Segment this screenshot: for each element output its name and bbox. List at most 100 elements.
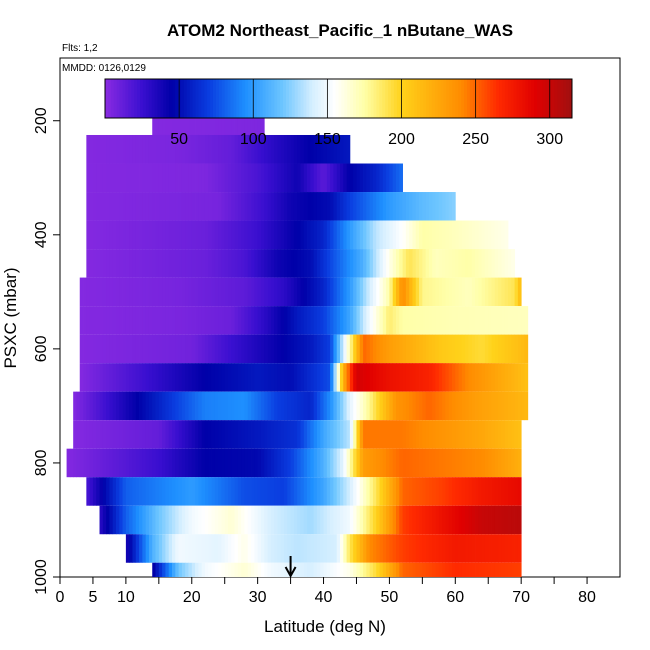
heatmap-cell xyxy=(214,163,219,193)
colorbar-swatch xyxy=(166,79,170,118)
heatmap-cell xyxy=(102,448,107,478)
heatmap-cell xyxy=(415,306,420,335)
heatmap-cell xyxy=(129,420,133,449)
heatmap-cell xyxy=(181,163,186,193)
colorbar-tick-label: 200 xyxy=(388,131,415,148)
heatmap-cell xyxy=(86,134,91,164)
heatmap-cell xyxy=(333,220,338,250)
heatmap-cell xyxy=(508,334,512,364)
colorbar-swatch xyxy=(151,79,156,118)
heatmap-cell xyxy=(191,391,196,421)
heatmap-cell xyxy=(116,477,120,506)
heatmap-cell xyxy=(257,477,262,506)
heatmap-cell xyxy=(517,363,522,392)
heatmap-cell xyxy=(234,192,239,221)
heatmap-cell xyxy=(280,134,285,164)
heatmap-cell xyxy=(425,562,430,577)
heatmap-cell xyxy=(270,334,275,364)
heatmap-cell xyxy=(405,334,410,364)
heatmap-cell xyxy=(188,363,193,392)
heatmap-cell xyxy=(438,306,443,335)
heatmap-cell xyxy=(333,306,338,335)
heatmap-cell xyxy=(501,505,506,535)
heatmap-cell xyxy=(330,163,334,193)
heatmap-cell xyxy=(409,220,413,250)
heatmap-cell xyxy=(244,363,249,392)
heatmap-cell xyxy=(409,277,413,307)
heatmap-cell xyxy=(461,334,466,364)
heatmap-cell xyxy=(211,363,216,392)
heatmap-cell xyxy=(139,163,143,193)
heatmap-cell xyxy=(356,534,361,563)
colorbar-swatch xyxy=(408,79,412,118)
heatmap-cell xyxy=(349,163,354,193)
colorbar-swatch xyxy=(250,79,255,118)
heatmap-cells xyxy=(66,106,529,577)
heatmap-cell xyxy=(504,363,509,392)
heatmap-cell xyxy=(135,220,140,250)
heatmap-cell xyxy=(452,192,456,221)
heatmap-cell xyxy=(290,334,295,364)
heatmap-cell xyxy=(471,391,476,421)
colorbar-swatch xyxy=(183,79,188,118)
heatmap-cell xyxy=(172,420,176,449)
heatmap-cell xyxy=(237,220,242,250)
heatmap-cell xyxy=(270,249,275,278)
heatmap-cell xyxy=(79,448,84,478)
heatmap-cell xyxy=(297,163,301,193)
heatmap-cell xyxy=(320,306,324,335)
heatmap-cell xyxy=(494,562,499,577)
heatmap-cell xyxy=(122,134,127,164)
heatmap-cell xyxy=(452,249,456,278)
colorbar-swatch xyxy=(563,79,567,118)
heatmap-cell xyxy=(297,192,301,221)
heatmap-cell xyxy=(102,363,107,392)
heatmap-cell xyxy=(129,448,133,478)
colorbar-swatch xyxy=(239,79,243,118)
heatmap-cell xyxy=(231,363,235,392)
heatmap-cell xyxy=(471,477,476,506)
heatmap-cell xyxy=(346,562,351,577)
heatmap-cell xyxy=(376,220,380,250)
heatmap-cell xyxy=(188,505,193,535)
heatmap-cell xyxy=(224,363,229,392)
heatmap-cell xyxy=(152,363,156,392)
heatmap-cell xyxy=(478,277,483,307)
heatmap-cell xyxy=(181,420,186,449)
heatmap-cell xyxy=(402,363,407,392)
colorbar-swatch xyxy=(145,79,150,118)
heatmap-cell xyxy=(300,277,305,307)
heatmap-cell xyxy=(415,505,420,535)
colorbar-swatch xyxy=(309,79,313,118)
heatmap-cell xyxy=(260,249,265,278)
heatmap-cell xyxy=(188,192,193,221)
heatmap-cell xyxy=(224,420,229,449)
heatmap-cell xyxy=(508,534,512,563)
heatmap-cell xyxy=(382,163,387,193)
heatmap-cell xyxy=(195,106,199,135)
colorbar-swatch xyxy=(361,79,366,118)
heatmap-cell xyxy=(234,448,239,478)
heatmap-cell xyxy=(287,562,291,577)
heatmap-cell xyxy=(237,106,242,135)
heatmap-cell xyxy=(198,306,203,335)
heatmap-cell xyxy=(369,334,374,364)
heatmap-cell xyxy=(185,562,189,577)
heatmap-cell xyxy=(237,448,242,478)
heatmap-cell xyxy=(333,448,338,478)
heatmap-cell xyxy=(241,106,245,135)
heatmap-cell xyxy=(389,163,394,193)
heatmap-cell xyxy=(274,249,278,278)
heatmap-cell xyxy=(517,448,522,478)
heatmap-cell xyxy=(452,477,456,506)
colorbar-swatch xyxy=(452,79,456,118)
heatmap-cell xyxy=(99,391,104,421)
heatmap-cell xyxy=(237,363,242,392)
heatmap-cell xyxy=(293,505,298,535)
heatmap-cell xyxy=(346,363,351,392)
heatmap-cell xyxy=(382,277,387,307)
heatmap-cell xyxy=(428,334,433,364)
heatmap-cell xyxy=(356,420,361,449)
heatmap-cell xyxy=(491,334,496,364)
heatmap-cell xyxy=(251,420,255,449)
